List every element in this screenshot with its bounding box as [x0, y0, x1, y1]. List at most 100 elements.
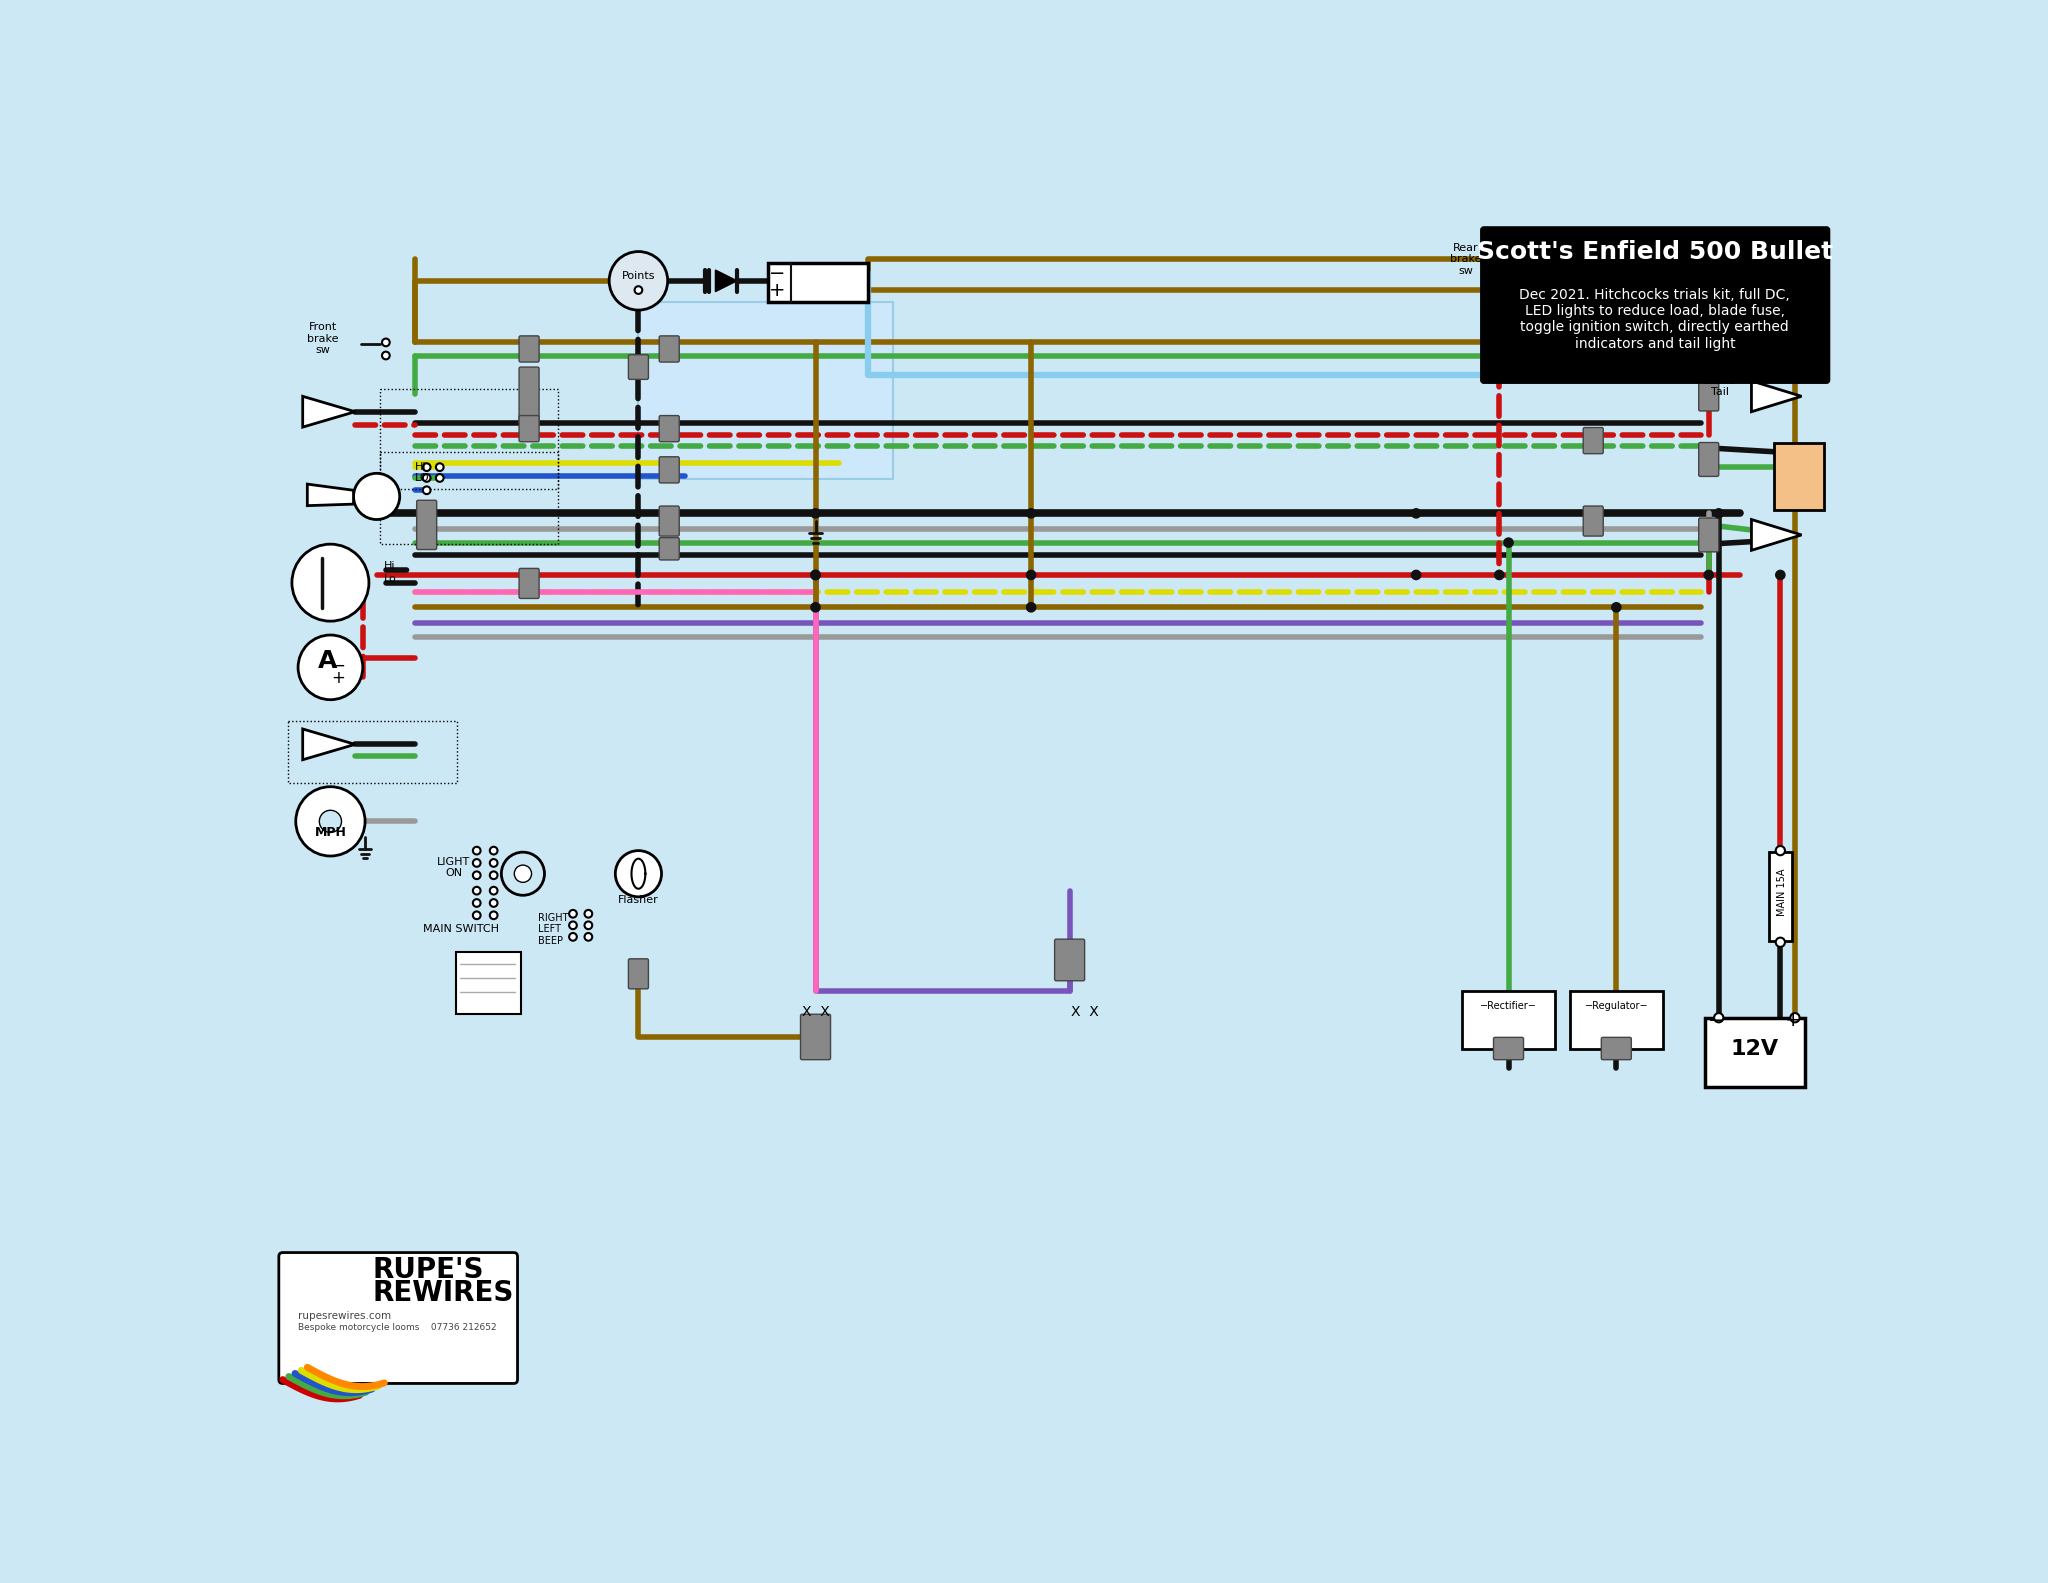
Text: MPH: MPH [315, 826, 346, 839]
Circle shape [1026, 508, 1036, 518]
FancyBboxPatch shape [518, 416, 539, 442]
Text: Dec 2021. Hitchcocks trials kit, full DC,
LED lights to reduce load, blade fuse,: Dec 2021. Hitchcocks trials kit, full DC… [1520, 288, 1790, 350]
Text: 12V: 12V [1731, 1038, 1780, 1059]
Text: Flasher: Flasher [618, 894, 659, 905]
Text: LO: LO [416, 473, 430, 483]
Polygon shape [307, 484, 354, 505]
Text: −Rectifier−: −Rectifier− [1481, 1000, 1536, 1012]
FancyBboxPatch shape [279, 1252, 518, 1384]
Bar [457, 953, 522, 1013]
Text: HI: HI [416, 462, 426, 472]
Text: rupesrewires.com: rupesrewires.com [299, 1311, 391, 1320]
Polygon shape [303, 728, 354, 760]
Circle shape [422, 486, 430, 494]
Circle shape [473, 860, 481, 867]
Text: Tail: Tail [1712, 386, 1729, 397]
Circle shape [608, 252, 668, 310]
Text: Bespoke motorcycle looms    07736 212652: Bespoke motorcycle looms 07736 212652 [299, 1323, 498, 1331]
Circle shape [473, 847, 481, 855]
FancyBboxPatch shape [629, 355, 649, 380]
Text: Rear
brake
sw: Rear brake sw [1450, 242, 1483, 275]
Text: Brake: Brake [1704, 375, 1737, 386]
Text: MAIN 15A: MAIN 15A [1778, 869, 1786, 917]
Circle shape [489, 886, 498, 894]
FancyBboxPatch shape [659, 507, 680, 537]
Circle shape [635, 287, 643, 294]
FancyBboxPatch shape [518, 336, 539, 363]
Circle shape [473, 899, 481, 907]
Circle shape [1026, 570, 1036, 579]
Bar [381, 388, 557, 489]
Polygon shape [303, 396, 354, 427]
Circle shape [1776, 570, 1786, 579]
FancyBboxPatch shape [416, 500, 436, 549]
Text: LIGHT
ON: LIGHT ON [436, 856, 471, 879]
Circle shape [811, 508, 819, 518]
Text: Lo: Lo [385, 573, 397, 584]
Bar [289, 722, 457, 784]
Circle shape [473, 886, 481, 894]
Text: −: − [332, 657, 344, 674]
Circle shape [569, 921, 578, 929]
Circle shape [569, 932, 578, 940]
Text: +: + [768, 280, 784, 299]
Polygon shape [715, 271, 737, 291]
Bar [1462, 991, 1554, 1048]
Circle shape [1612, 603, 1620, 613]
FancyBboxPatch shape [1698, 518, 1718, 552]
Circle shape [502, 852, 545, 896]
FancyBboxPatch shape [659, 336, 680, 363]
Circle shape [383, 351, 389, 359]
Circle shape [514, 864, 532, 882]
Circle shape [383, 339, 389, 347]
Circle shape [1776, 845, 1786, 855]
FancyBboxPatch shape [629, 959, 649, 989]
Circle shape [811, 570, 819, 579]
Circle shape [489, 899, 498, 907]
Circle shape [811, 570, 819, 579]
Circle shape [422, 464, 430, 472]
Bar [768, 263, 868, 302]
Circle shape [436, 464, 444, 472]
Bar [1704, 1018, 1804, 1088]
FancyBboxPatch shape [1493, 1037, 1524, 1059]
Circle shape [1714, 508, 1722, 518]
Circle shape [436, 473, 444, 481]
Text: +: + [1786, 1010, 1802, 1029]
FancyBboxPatch shape [1481, 226, 1829, 383]
Circle shape [1790, 1013, 1800, 1023]
Circle shape [1503, 538, 1513, 548]
Text: RUPE'S: RUPE'S [373, 1257, 483, 1284]
Text: REWIRES: REWIRES [373, 1279, 514, 1306]
Circle shape [489, 912, 498, 920]
Circle shape [584, 921, 592, 929]
FancyBboxPatch shape [659, 538, 680, 560]
Circle shape [473, 912, 481, 920]
Circle shape [1411, 508, 1421, 518]
Circle shape [584, 910, 592, 918]
Bar [1774, 443, 1825, 510]
FancyBboxPatch shape [1583, 336, 1604, 363]
Polygon shape [1751, 519, 1802, 551]
Text: RIGHT
LEFT
BEEP: RIGHT LEFT BEEP [539, 912, 569, 945]
FancyBboxPatch shape [1698, 377, 1718, 412]
Circle shape [293, 545, 369, 621]
FancyBboxPatch shape [1583, 427, 1604, 454]
Text: −: − [1708, 1010, 1724, 1029]
Text: Front
brake
sw: Front brake sw [307, 321, 338, 355]
FancyBboxPatch shape [659, 416, 680, 442]
Circle shape [1503, 268, 1511, 275]
Circle shape [299, 635, 362, 700]
Text: Hi: Hi [385, 560, 395, 571]
Text: Scott's Enfield 500 Bullet: Scott's Enfield 500 Bullet [1477, 239, 1833, 263]
FancyBboxPatch shape [1583, 507, 1604, 537]
Circle shape [584, 932, 592, 940]
FancyBboxPatch shape [518, 568, 539, 598]
Circle shape [1026, 603, 1036, 613]
Circle shape [1704, 570, 1714, 579]
Circle shape [1714, 1013, 1722, 1023]
Circle shape [354, 473, 399, 519]
Bar [639, 302, 893, 478]
Circle shape [569, 910, 578, 918]
Text: X  X: X X [1071, 1005, 1100, 1019]
